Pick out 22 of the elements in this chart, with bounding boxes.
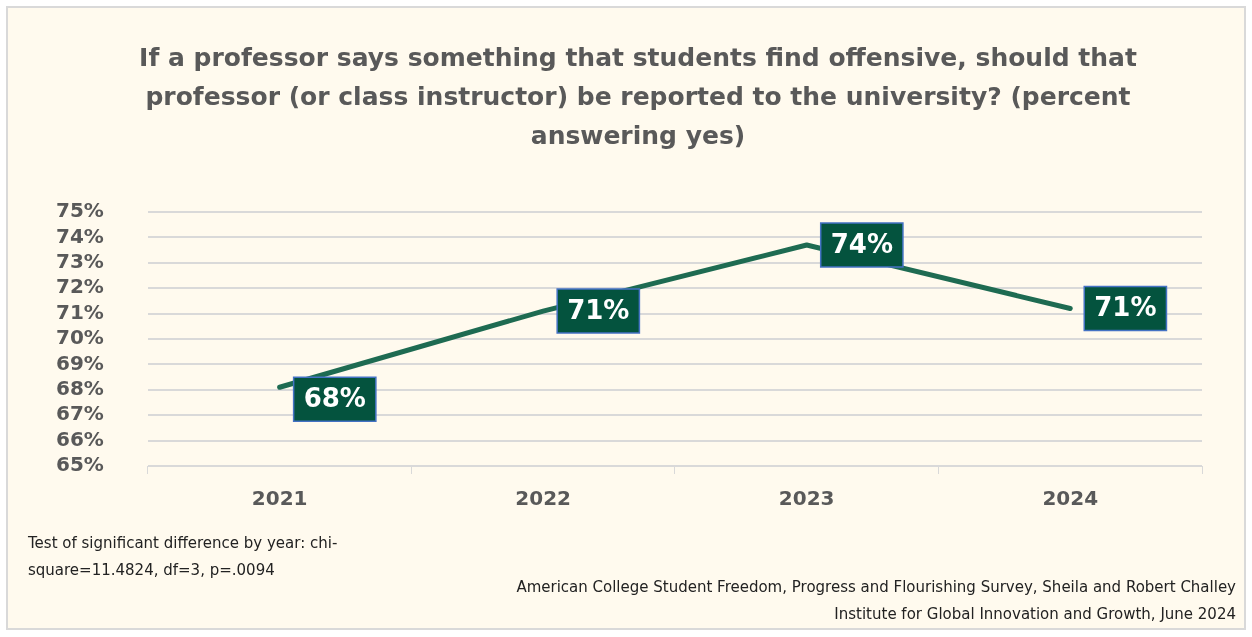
x-tick-label: 2024 (1042, 486, 1099, 511)
data-label: 71% (567, 294, 630, 325)
text: American College Student Freedom, Progress and Flourishing Survey, Sheila and Robert Challey Institute for Global Innovation and Growth, June 2024 (516, 577, 1236, 625)
y-tick-label: 73% (56, 249, 104, 273)
data-label: 71% (1094, 292, 1157, 323)
y-tick-label: 70% (56, 325, 104, 350)
y-tick-label: 72% (56, 274, 104, 299)
y-tick-label: 68% (56, 376, 104, 400)
chart-title: If a professor says something that students find offensive, should that professor (or class instructor) be reported to the university? (percent answering yes) (138, 42, 1138, 152)
y-tick-label: 67% (56, 401, 104, 426)
x-tick-label: 2022 (515, 486, 572, 511)
y-tick-label: 74% (56, 223, 104, 248)
y-tick-label: 71% (56, 299, 104, 324)
x-tick-label: 2023 (778, 486, 835, 511)
y-tick-label: 75% (56, 198, 104, 223)
y-tick-label: 66% (56, 426, 104, 451)
y-tick-label: 69% (56, 350, 104, 375)
data-label: 74% (830, 228, 893, 259)
data-label: 68% (303, 383, 366, 414)
x-tick-label: 2021 (251, 486, 308, 511)
text: Test of significant difference by year: chi-square=11.4824, df=3, p=.0094 (28, 533, 339, 581)
y-tick-label: 65% (56, 452, 104, 477)
